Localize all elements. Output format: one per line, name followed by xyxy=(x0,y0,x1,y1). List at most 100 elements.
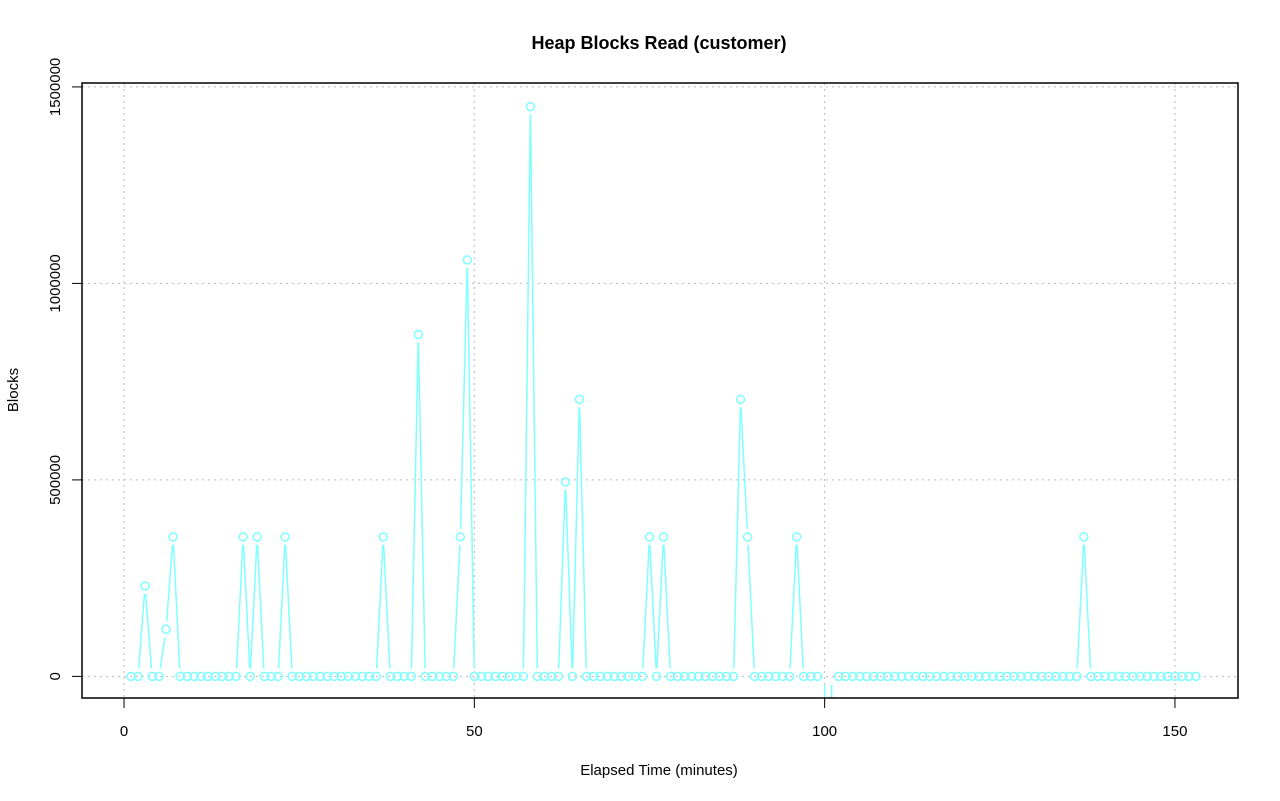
data-point xyxy=(847,671,858,682)
series-segment xyxy=(375,544,384,669)
data-point xyxy=(686,671,697,682)
data-point xyxy=(995,671,1005,682)
data-point xyxy=(427,671,438,682)
data-point xyxy=(336,671,346,682)
x-tick-label: 50 xyxy=(466,723,483,740)
data-point xyxy=(231,671,241,682)
series-segment xyxy=(459,267,468,529)
data-point xyxy=(770,671,781,682)
y-tick-label: 1500000 xyxy=(47,58,64,116)
data-point xyxy=(1030,671,1040,682)
data-point xyxy=(721,671,732,682)
data-point xyxy=(245,671,255,682)
data-point xyxy=(1135,671,1145,682)
data-point xyxy=(981,671,991,682)
data-point xyxy=(1142,671,1152,682)
data-point xyxy=(434,671,445,682)
data-point xyxy=(1184,671,1194,682)
series-segment xyxy=(663,544,671,669)
x-tick-label: 150 xyxy=(1162,723,1187,740)
data-point xyxy=(448,671,459,682)
series-segment xyxy=(235,544,244,669)
y-axis-label: Blocks xyxy=(5,368,22,412)
data-point xyxy=(511,671,522,682)
data-point xyxy=(896,671,907,682)
data-point xyxy=(252,532,262,542)
x-tick-label: 100 xyxy=(812,723,837,740)
x-axis: 0 50 100 150 xyxy=(120,698,1187,740)
series-segment xyxy=(529,114,539,669)
data-point xyxy=(287,671,297,682)
data-point xyxy=(1114,671,1124,682)
data-point xyxy=(1128,671,1138,682)
data-point xyxy=(329,671,339,682)
series-segment xyxy=(417,342,426,669)
data-point xyxy=(679,671,690,682)
y-tick-label: 500000 xyxy=(47,455,64,505)
data-point xyxy=(490,671,501,682)
data-point xyxy=(700,671,711,682)
series xyxy=(126,101,1201,698)
series-segment xyxy=(656,544,664,669)
data-point xyxy=(217,671,227,682)
data-point xyxy=(1058,671,1068,682)
data-point xyxy=(931,671,942,682)
data-point xyxy=(707,671,718,682)
data-point xyxy=(623,671,634,682)
series-segment xyxy=(557,489,566,669)
data-point xyxy=(917,671,928,682)
data-point xyxy=(651,671,662,682)
data-point xyxy=(1016,671,1026,682)
data-point xyxy=(903,671,914,682)
data-point xyxy=(140,581,150,591)
data-point xyxy=(967,671,977,682)
data-point xyxy=(1100,671,1110,682)
data-point xyxy=(161,624,171,634)
x-tick-label: 0 xyxy=(120,723,128,740)
data-point xyxy=(960,671,970,682)
data-point xyxy=(1149,671,1159,682)
data-point xyxy=(343,671,353,682)
data-point xyxy=(714,671,725,682)
data-point xyxy=(938,671,949,682)
data-point xyxy=(735,394,746,405)
data-point xyxy=(294,671,304,682)
x-axis-label: Elapsed Time (minutes) xyxy=(580,762,738,779)
series-segment xyxy=(137,593,146,669)
data-point xyxy=(378,532,389,542)
data-point xyxy=(553,671,564,682)
data-point xyxy=(189,671,199,682)
data-point xyxy=(581,671,592,682)
data-point xyxy=(238,532,248,542)
data-point xyxy=(756,671,767,682)
data-point xyxy=(868,671,879,682)
data-point xyxy=(924,671,935,682)
data-point xyxy=(791,532,802,542)
data-point xyxy=(525,101,536,112)
series-segment xyxy=(277,544,286,669)
series-segment xyxy=(165,544,174,622)
data-point xyxy=(861,671,872,682)
data-point xyxy=(1079,532,1089,542)
data-point xyxy=(637,671,648,682)
y-tick-label: 1000000 xyxy=(47,254,64,312)
series-segment xyxy=(1083,544,1092,669)
data-point xyxy=(406,671,417,682)
data-point xyxy=(224,671,234,682)
data-point xyxy=(644,532,655,542)
series-segment xyxy=(522,114,532,669)
series-segment xyxy=(159,637,166,669)
data-point xyxy=(196,671,206,682)
data-point xyxy=(385,671,396,682)
data-point xyxy=(1121,671,1131,682)
series-segment xyxy=(747,544,755,669)
data-point xyxy=(1107,671,1117,682)
data-point xyxy=(630,671,641,682)
data-point xyxy=(833,671,844,682)
data-point xyxy=(588,671,599,682)
data-point xyxy=(168,532,178,542)
data-point xyxy=(567,671,578,682)
data-point xyxy=(840,671,851,682)
data-point xyxy=(953,671,963,682)
data-point xyxy=(616,671,627,682)
